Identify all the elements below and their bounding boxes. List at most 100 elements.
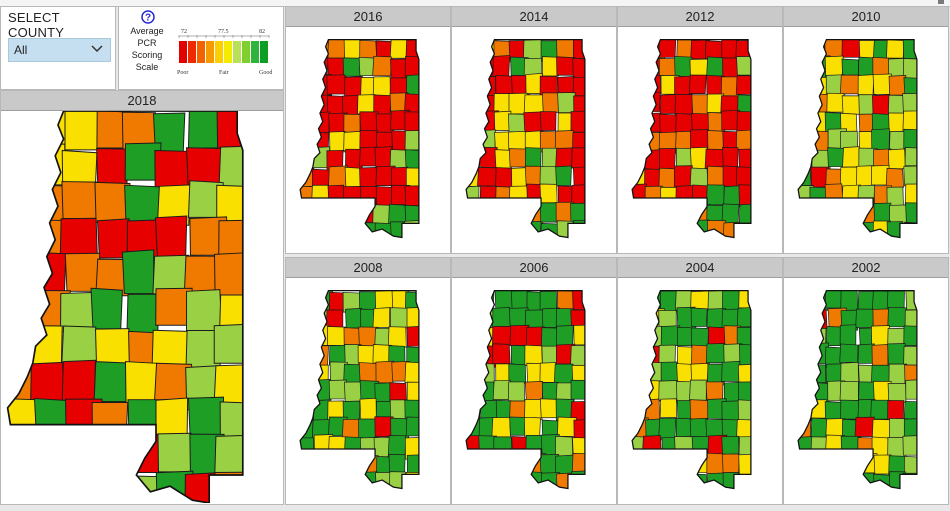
county-shape[interactable] [690, 129, 709, 151]
county-shape[interactable] [736, 56, 753, 76]
county-shape[interactable] [539, 166, 558, 187]
county-shape[interactable] [706, 452, 726, 475]
county-shape[interactable] [295, 290, 315, 310]
county-shape[interactable] [327, 326, 347, 346]
county-shape[interactable] [673, 165, 693, 188]
county-shape[interactable] [659, 219, 677, 240]
county-shape[interactable] [341, 204, 360, 225]
county-shape[interactable] [873, 202, 893, 223]
county-shape[interactable] [706, 184, 725, 206]
county-shape[interactable] [689, 399, 709, 421]
county-shape[interactable] [644, 185, 663, 208]
county-shape[interactable] [555, 435, 574, 457]
county-shape[interactable] [809, 205, 828, 227]
county-shape[interactable] [809, 455, 828, 476]
county-shape[interactable] [885, 167, 904, 188]
county-shape[interactable] [902, 472, 920, 494]
county-shape[interactable] [795, 128, 812, 149]
county-shape[interactable] [722, 146, 739, 169]
county-shape[interactable] [721, 360, 741, 382]
county-shape[interactable] [738, 148, 756, 171]
county-shape[interactable] [509, 185, 529, 206]
county-shape[interactable] [736, 473, 754, 494]
county-shape[interactable] [721, 435, 740, 456]
county-shape[interactable] [509, 201, 529, 224]
county-shape[interactable] [390, 221, 407, 242]
county-shape[interactable] [404, 361, 422, 384]
county-shape[interactable] [463, 399, 481, 419]
county-shape[interactable] [124, 361, 159, 404]
county-shape[interactable] [722, 221, 740, 243]
county-shape[interactable] [794, 308, 813, 332]
county-shape[interactable] [840, 289, 859, 311]
county-shape[interactable] [462, 185, 480, 208]
county-shape[interactable] [572, 57, 590, 78]
county-shape[interactable] [737, 399, 757, 421]
county-shape[interactable] [676, 222, 696, 242]
county-shape[interactable] [628, 326, 646, 350]
county-shape[interactable] [630, 364, 648, 386]
county-shape[interactable] [214, 434, 253, 475]
county-shape[interactable] [465, 130, 483, 154]
county-shape[interactable] [186, 289, 223, 332]
county-shape[interactable] [344, 381, 363, 402]
county-shape[interactable] [689, 379, 707, 401]
county-shape[interactable] [645, 472, 664, 494]
county-shape[interactable] [295, 326, 314, 348]
county-shape[interactable] [736, 166, 754, 188]
county-shape[interactable] [735, 75, 755, 95]
county-shape[interactable] [826, 222, 846, 243]
county-shape[interactable] [904, 147, 923, 167]
county-shape[interactable] [507, 381, 525, 403]
county-shape[interactable] [492, 55, 511, 79]
county-shape[interactable] [674, 453, 693, 476]
county-shape[interactable] [372, 55, 392, 77]
county-shape[interactable] [887, 343, 906, 365]
county-shape[interactable] [491, 343, 511, 364]
county-shape[interactable] [871, 419, 891, 440]
county-shape[interactable] [374, 382, 391, 404]
county-shape[interactable] [154, 149, 189, 190]
county-shape[interactable] [404, 436, 422, 460]
county-shape[interactable] [295, 454, 313, 475]
county-shape[interactable] [839, 380, 859, 401]
county-shape[interactable] [297, 56, 317, 79]
county-shape[interactable] [359, 167, 377, 188]
county-shape[interactable] [464, 380, 484, 402]
county-shape[interactable] [389, 307, 410, 329]
help-circle-icon[interactable]: ? [141, 10, 155, 24]
county-shape[interactable] [738, 436, 755, 456]
county-shape[interactable] [794, 290, 812, 311]
county-shape[interactable] [299, 93, 318, 116]
county-shape[interactable] [462, 291, 481, 312]
county-shape[interactable] [390, 58, 408, 81]
county-shape[interactable] [571, 452, 591, 473]
county-shape[interactable] [61, 181, 99, 220]
county-shape[interactable] [345, 307, 362, 329]
county-shape[interactable] [478, 129, 496, 151]
county-shape[interactable] [871, 325, 890, 347]
county-shape[interactable] [841, 39, 862, 58]
county-shape[interactable] [902, 39, 919, 59]
county-shape[interactable] [888, 75, 907, 96]
county-shape[interactable] [462, 201, 480, 223]
county-shape[interactable] [342, 57, 362, 77]
county-shape[interactable] [630, 307, 647, 330]
county-shape[interactable] [406, 325, 424, 347]
county-shape[interactable] [66, 473, 103, 503]
county-shape[interactable] [737, 381, 757, 402]
county-shape[interactable] [809, 473, 828, 494]
county-shape[interactable] [387, 435, 406, 457]
county-shape[interactable] [372, 307, 391, 328]
county-shape[interactable] [31, 438, 66, 479]
county-shape[interactable] [630, 57, 647, 80]
county-shape[interactable] [824, 183, 844, 206]
county-shape[interactable] [344, 76, 363, 97]
county-shape[interactable] [312, 454, 331, 476]
county-shape[interactable] [495, 455, 512, 477]
county-shape[interactable] [494, 290, 514, 310]
county-shape[interactable] [735, 129, 756, 151]
county-shape[interactable] [2, 253, 39, 293]
county-shape[interactable] [793, 203, 811, 225]
county-shape[interactable] [691, 94, 709, 116]
